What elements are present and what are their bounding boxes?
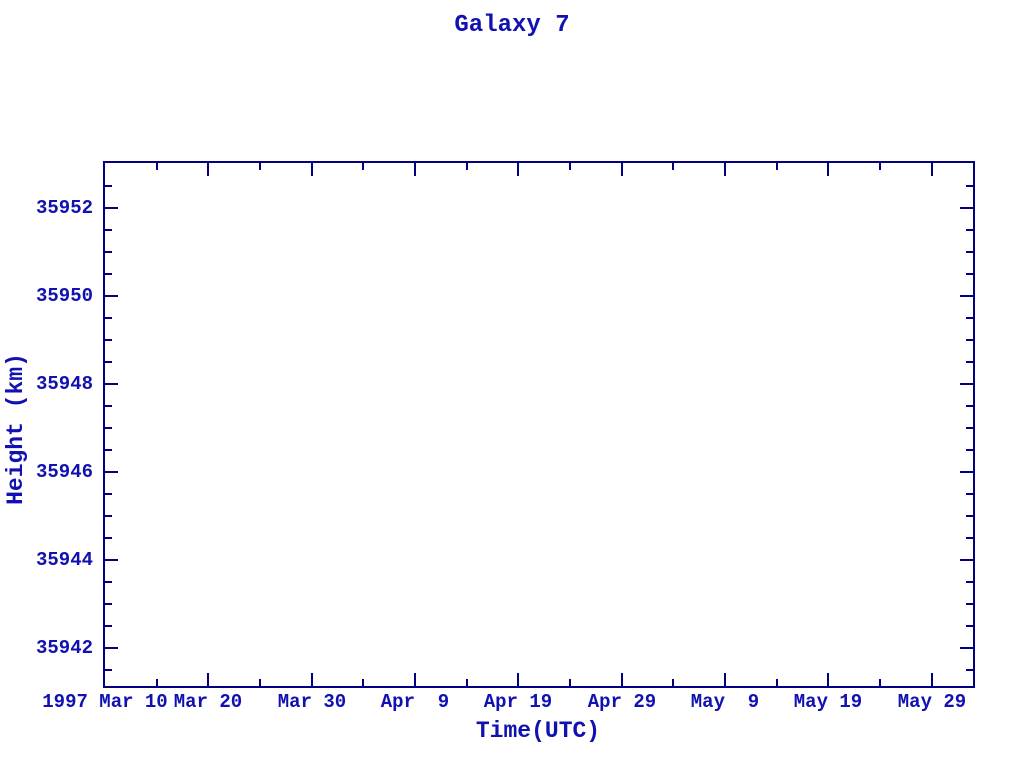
x-minor-tick <box>466 163 468 170</box>
x-minor-tick <box>362 163 364 170</box>
y-minor-tick <box>966 669 973 671</box>
x-minor-tick <box>569 679 571 686</box>
x-minor-tick <box>879 163 881 170</box>
x-tick-label: May 29 <box>897 691 967 713</box>
x-major-tick <box>517 673 519 686</box>
y-minor-tick <box>966 361 973 363</box>
x-major-tick <box>414 163 416 176</box>
x-major-tick <box>724 673 726 686</box>
x-tick-label: Mar 20 <box>173 691 243 713</box>
y-minor-tick <box>966 449 973 451</box>
x-major-tick <box>621 163 623 176</box>
x-minor-tick <box>362 679 364 686</box>
x-tick-label: Apr 19 <box>483 691 553 713</box>
y-major-tick <box>105 295 118 297</box>
y-minor-tick <box>966 603 973 605</box>
x-minor-tick <box>156 163 158 170</box>
y-major-tick <box>105 207 118 209</box>
y-minor-tick <box>966 405 973 407</box>
y-major-tick <box>960 207 973 209</box>
x-minor-tick <box>776 679 778 686</box>
y-major-tick <box>105 383 118 385</box>
x-tick-label: May 9 <box>690 691 760 713</box>
y-minor-tick <box>966 625 973 627</box>
y-major-tick <box>960 647 973 649</box>
x-minor-tick <box>672 679 674 686</box>
x-major-tick <box>517 163 519 176</box>
y-major-tick <box>105 471 118 473</box>
y-axis-title: Height (km) <box>3 353 29 505</box>
y-major-tick <box>105 647 118 649</box>
y-minor-tick <box>966 185 973 187</box>
x-minor-tick <box>879 679 881 686</box>
y-minor-tick <box>105 537 112 539</box>
x-tick-label: 1997 Mar 10 <box>42 691 168 713</box>
x-minor-tick <box>259 163 261 170</box>
x-tick-label: Apr 29 <box>587 691 657 713</box>
x-axis-title: Time(UTC) <box>475 718 601 744</box>
x-minor-tick <box>776 163 778 170</box>
y-tick-label: 35950 <box>35 285 93 307</box>
y-minor-tick <box>105 625 112 627</box>
x-major-tick <box>207 163 209 176</box>
x-minor-tick <box>672 163 674 170</box>
y-major-tick <box>960 471 973 473</box>
x-major-tick <box>931 673 933 686</box>
y-tick-label: 35952 <box>35 197 93 219</box>
x-major-tick <box>724 163 726 176</box>
x-major-tick <box>414 673 416 686</box>
y-tick-label: 35946 <box>35 461 93 483</box>
y-minor-tick <box>105 581 112 583</box>
y-minor-tick <box>966 251 973 253</box>
y-major-tick <box>960 559 973 561</box>
y-minor-tick <box>966 581 973 583</box>
x-major-tick <box>931 163 933 176</box>
x-major-tick <box>311 673 313 686</box>
y-minor-tick <box>105 493 112 495</box>
y-minor-tick <box>105 361 112 363</box>
y-minor-tick <box>105 317 112 319</box>
y-minor-tick <box>105 449 112 451</box>
y-major-tick <box>960 295 973 297</box>
x-tick-label: Apr 9 <box>380 691 450 713</box>
y-minor-tick <box>966 427 973 429</box>
y-minor-tick <box>966 229 973 231</box>
x-major-tick <box>311 163 313 176</box>
x-minor-tick <box>156 679 158 686</box>
x-major-tick <box>207 673 209 686</box>
y-minor-tick <box>105 251 112 253</box>
y-minor-tick <box>966 537 973 539</box>
y-minor-tick <box>105 273 112 275</box>
x-major-tick <box>827 163 829 176</box>
y-minor-tick <box>966 515 973 517</box>
x-minor-tick <box>259 679 261 686</box>
y-minor-tick <box>966 493 973 495</box>
x-tick-label: May 19 <box>793 691 863 713</box>
x-minor-tick <box>466 679 468 686</box>
y-minor-tick <box>105 339 112 341</box>
y-minor-tick <box>105 185 112 187</box>
y-minor-tick <box>105 405 112 407</box>
y-tick-label: 35942 <box>35 637 93 659</box>
y-minor-tick <box>966 339 973 341</box>
y-tick-label: 35944 <box>35 549 93 571</box>
y-major-tick <box>105 559 118 561</box>
y-minor-tick <box>966 273 973 275</box>
y-tick-label: 35948 <box>35 373 93 395</box>
y-minor-tick <box>105 427 112 429</box>
chart-title: Galaxy 7 <box>454 12 570 39</box>
y-minor-tick <box>105 603 112 605</box>
ticks-layer <box>105 163 973 686</box>
x-major-tick <box>827 673 829 686</box>
y-major-tick <box>960 383 973 385</box>
x-tick-label: Mar 30 <box>277 691 347 713</box>
x-minor-tick <box>569 163 571 170</box>
plot-area <box>103 161 975 688</box>
y-minor-tick <box>105 669 112 671</box>
y-minor-tick <box>966 317 973 319</box>
y-minor-tick <box>105 229 112 231</box>
y-minor-tick <box>105 515 112 517</box>
x-major-tick <box>621 673 623 686</box>
